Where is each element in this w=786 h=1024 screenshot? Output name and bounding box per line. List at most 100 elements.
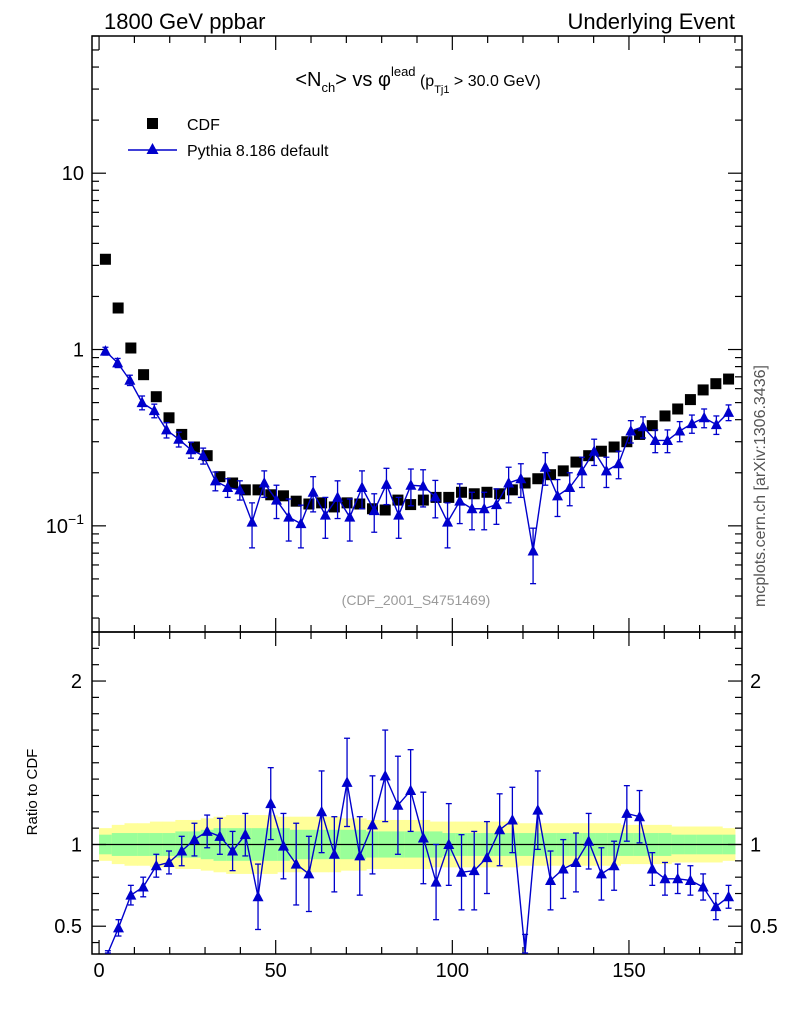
pythia-point [197,449,209,461]
cdf-point [316,497,328,509]
cdf-point [684,394,696,406]
ratio-y-tick-label-right: 2 [750,671,761,693]
pythia-point [332,491,344,502]
cdf-point [646,420,658,432]
pythia-point [674,425,686,436]
ratio-point [328,848,340,859]
ratio-point [405,784,417,796]
cdf-point [583,450,595,462]
cdf-point [227,477,239,489]
pythia-point [393,509,405,520]
pythia-point [576,464,588,476]
legend: CDF Pythia 8.186 default [128,117,329,160]
pythia-point [625,425,637,436]
pythia-point [319,509,331,520]
legend-marker-pythia [146,143,159,154]
ratio-point [532,804,544,815]
ratio-point [125,889,137,900]
pythia-point [185,443,197,455]
side-credit: mcplots.cern.ch [arXiv:1306.3436] [752,365,769,607]
cdf-point [354,498,366,510]
legend-marker-cdf [147,118,158,129]
cdf-point [659,410,671,422]
ratio-point [710,900,722,912]
pythia-point [112,356,124,368]
pythia-point [490,498,502,510]
cdf-point [163,412,175,424]
cdf-point [290,495,302,507]
ratio-plot-frame [91,631,743,955]
header-right: Underlying Event [567,9,735,34]
ratio-point [277,840,289,851]
ratio-y-tick-label-right: 1 [750,834,761,856]
ratio-point [697,880,709,892]
cdf-point [672,403,684,415]
ratio-point [112,921,124,933]
ratio-point [303,867,315,879]
cdf-point [125,342,137,354]
ratio-point [366,818,378,830]
ratio-point [379,769,391,781]
y-tick-label: 1 [73,340,84,362]
ratio-point [265,797,277,809]
cdf-point [112,302,124,314]
cdf-point [697,384,709,396]
cdf-point [150,391,162,403]
cdf-point [99,253,111,265]
cdf-point [608,441,620,453]
y-tick-label: 10 [62,163,84,185]
ratio-point [188,833,200,845]
cdf-point [138,369,150,381]
cdf-point [328,501,340,513]
cdf-point [265,489,277,501]
watermark: (CDF_2001_S4751469) [342,592,491,608]
cdf-point [379,504,391,516]
pythia-point [295,517,307,529]
cdf-point [723,373,735,385]
ratio-point [506,813,518,825]
ratio-point [417,831,429,843]
pythia-point [661,434,673,445]
cdf-point [595,445,607,457]
cdf-point [201,450,213,462]
ratio-point [201,825,213,836]
ratio-point [723,890,735,902]
ratio-point [557,863,569,874]
main-axis-ticks: 10 1 10−1 [46,35,742,632]
cdf-point [252,484,264,496]
pythia-point [99,345,111,356]
pythia-point [723,406,735,417]
pythia-point [649,434,661,445]
cdf-point [506,484,518,496]
cdf-point [392,494,404,506]
pythia-point [637,420,649,432]
cdf-point [214,471,226,483]
ratio-y-tick-label: 0.5 [54,916,82,938]
cdf-point [710,378,722,390]
pythia-point [515,472,527,484]
legend-label-cdf: CDF [187,117,220,134]
pythia-point [710,418,722,430]
ratio-point [494,823,506,835]
ratio-point [341,776,353,787]
ratio-point [684,874,696,885]
y-tick-label: 10−1 [46,511,84,538]
cdf-point [239,484,251,496]
ratio-point [137,880,149,892]
pythia-point [539,461,551,472]
pythia-point [368,504,380,516]
pythia-point [283,511,295,522]
cdf-point [545,469,557,481]
pythia-point [478,502,490,514]
pythia-point [246,516,258,527]
ratio-y-tick-label: 1 [71,834,82,856]
pythia-point [209,474,221,486]
plot-title: <Nch> vs φlead (pTj1 > 30.0 GeV) [295,64,540,96]
cdf-point [557,465,569,477]
ratio-point [354,849,366,861]
ratio-point [239,828,251,840]
pythia-line [104,350,730,552]
ratio-point [392,799,404,810]
pythia-point [564,481,576,492]
